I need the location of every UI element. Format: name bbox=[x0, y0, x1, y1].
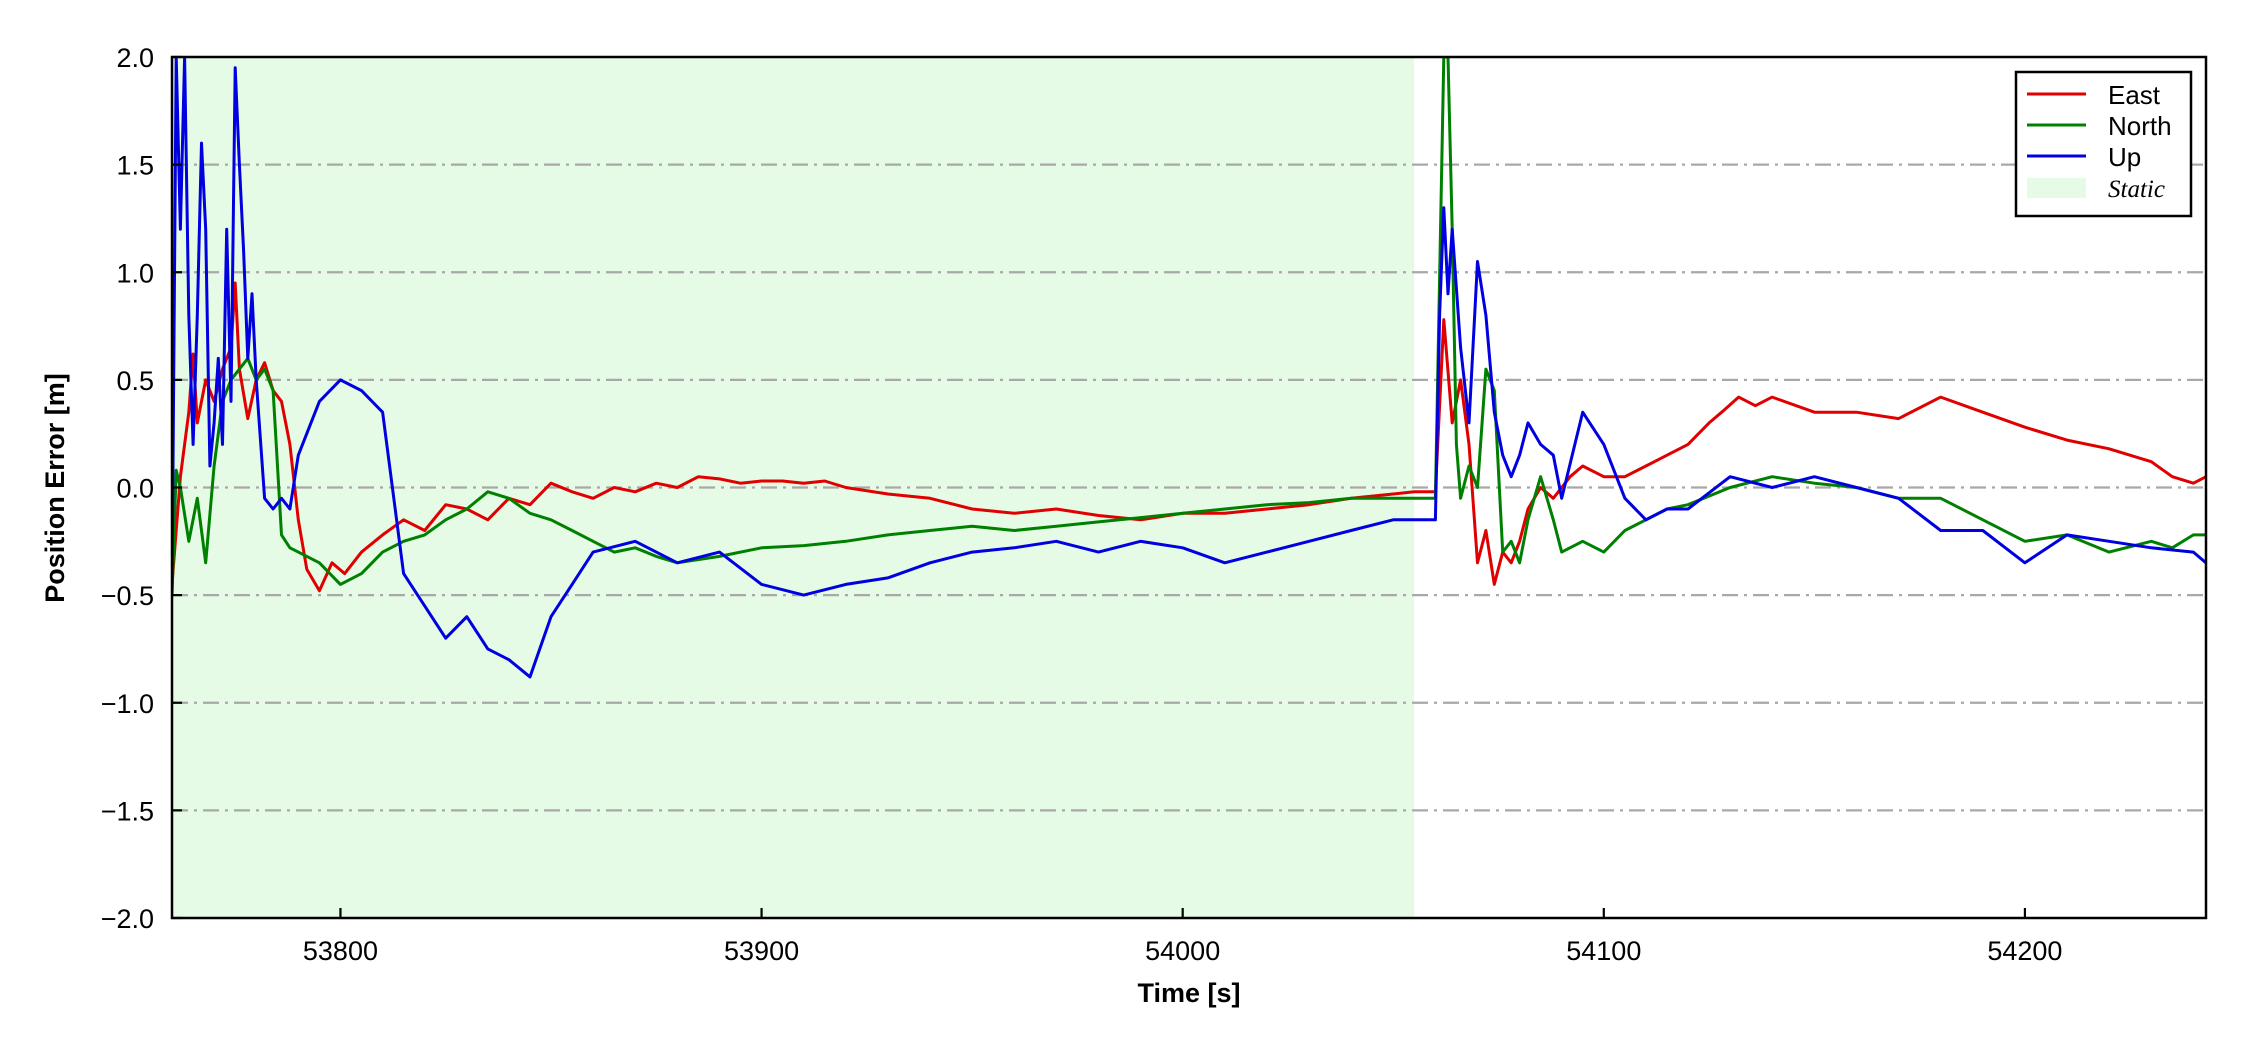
y-tick-label: 2.0 bbox=[116, 43, 154, 73]
x-axis-title: Time [s] bbox=[1137, 978, 1240, 1008]
x-tick-label: 53800 bbox=[303, 936, 378, 966]
legend-static-swatch bbox=[2027, 178, 2086, 198]
x-tick-label: 54200 bbox=[1987, 936, 2062, 966]
legend-east-label: East bbox=[2108, 80, 2161, 110]
x-tick-label: 54100 bbox=[1566, 936, 1641, 966]
series-line-up bbox=[172, 57, 2206, 679]
y-axis-title: Position Error [m] bbox=[40, 373, 70, 603]
legend-up-label: Up bbox=[2108, 142, 2141, 172]
y-tick-label: −1.5 bbox=[101, 796, 154, 826]
y-tick-label: −1.0 bbox=[101, 689, 154, 719]
y-tick-label: −2.0 bbox=[101, 904, 154, 934]
y-tick-label: 0.0 bbox=[116, 474, 154, 504]
y-tick-label: 1.0 bbox=[116, 258, 154, 288]
y-tick-label: 0.5 bbox=[116, 366, 154, 396]
x-tick-label: 54000 bbox=[1145, 936, 1220, 966]
legend: East North Up Static bbox=[2014, 70, 2193, 218]
x-tick-label: 53900 bbox=[724, 936, 799, 966]
legend-north-label: North bbox=[2108, 111, 2172, 141]
y-tick-label: 1.5 bbox=[116, 151, 154, 181]
legend-static-label: Static bbox=[2108, 176, 2165, 203]
y-tick-label: −0.5 bbox=[101, 581, 154, 611]
series-line-east bbox=[172, 281, 2206, 593]
